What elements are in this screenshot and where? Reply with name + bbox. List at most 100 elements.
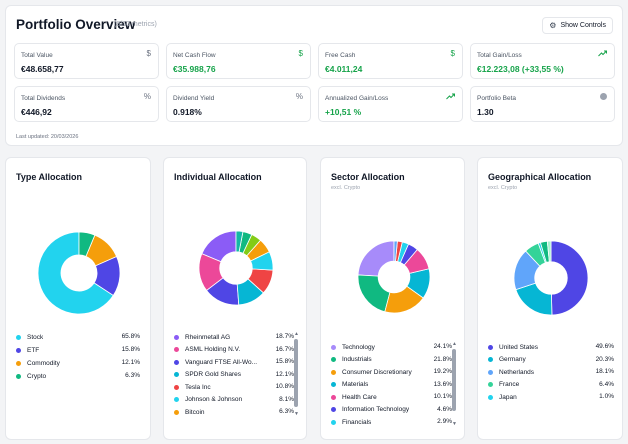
show-controls-button[interactable]: ⚙ Show Controls — [542, 17, 613, 34]
legend-swatch — [331, 382, 336, 387]
legend-item[interactable]: Netherlands 18.1% — [488, 367, 614, 377]
scroll-down-arrow-icon[interactable]: ▼ — [452, 421, 457, 427]
legend-item[interactable]: ETF 15.8% — [16, 345, 140, 355]
legend-item[interactable]: Japan 1.0% — [488, 392, 614, 402]
legend-label: Crypto — [27, 372, 47, 380]
legend-item[interactable]: France 6.4% — [488, 380, 614, 390]
metric-card-total-value: Total Value €48.658,77 $ — [14, 43, 159, 79]
legend-item[interactable]: Germany 20.3% — [488, 355, 614, 365]
legend-item[interactable]: Tesla Inc 10.8% — [174, 382, 294, 392]
dollar-icon: $ — [298, 49, 303, 58]
legend-swatch — [174, 384, 179, 390]
legend-swatch — [331, 369, 336, 375]
card-title: Individual Allocation — [174, 172, 262, 182]
legend-item[interactable]: Crypto 6.3% — [16, 371, 140, 381]
legend-value: 8.1% — [279, 395, 294, 403]
legend-value: 15.8% — [275, 358, 294, 365]
legend-item[interactable]: United States 49.6% — [488, 342, 614, 352]
legend-item[interactable]: Commodity 12.1% — [16, 358, 140, 368]
geographical-allocation-card: Geographical Allocation excl. Crypto Uni… — [477, 157, 623, 440]
legend-value: 10.8% — [275, 383, 294, 390]
legend-scrollbar[interactable]: ▲ ▼ — [294, 331, 299, 418]
sector-allocation-card: Sector Allocation excl. Crypto Technolog… — [320, 157, 465, 440]
legend-item[interactable]: Materials 13.6% — [331, 380, 452, 390]
legend-label: ASML Holding N.V. — [185, 346, 241, 353]
circle-icon — [600, 93, 607, 100]
legend-value: 18.7% — [275, 333, 294, 340]
legend-label: Financials — [342, 418, 372, 426]
legend-value: 1.0% — [599, 393, 614, 400]
donut-slice[interactable] — [357, 274, 391, 313]
donut-slice[interactable] — [550, 240, 589, 316]
legend-swatch — [174, 397, 179, 402]
card-subtitle: excl. Crypto — [488, 185, 518, 191]
type-allocation-donut-chart — [37, 231, 121, 315]
donut-slice[interactable] — [393, 240, 398, 262]
trending-up-icon — [598, 50, 607, 57]
legend-label: Tesla Inc — [185, 383, 211, 391]
legend-swatch — [488, 369, 493, 375]
legend-swatch — [331, 419, 336, 425]
last-updated-text: Last updated: 20/03/2026 — [16, 134, 79, 140]
scroll-up-arrow-icon[interactable]: ▲ — [452, 341, 457, 347]
legend-swatch — [488, 357, 493, 362]
card-title: Type Allocation — [16, 172, 83, 182]
metric-value: €48.658,77 — [21, 64, 64, 74]
metric-label: Dividend Yield — [173, 95, 215, 102]
legend-value: 21.8% — [433, 355, 452, 363]
legend-item[interactable]: Stock 65.8% — [16, 332, 140, 342]
legend-swatch — [174, 347, 179, 352]
legend-label: Health Care — [342, 393, 377, 401]
legend-label: Stock — [27, 333, 44, 341]
legend-label: Industrials — [342, 356, 372, 363]
legend-label: Commodity — [27, 359, 60, 367]
legend-item[interactable]: Johnson & Johnson 8.1% — [174, 395, 294, 405]
legend-item[interactable]: Information Technology 4.6% — [331, 405, 452, 415]
legend-item[interactable]: Vanguard FTSE All-Wo... 15.8% — [174, 357, 294, 367]
legend-item[interactable]: Health Care 10.1% — [331, 392, 452, 402]
legend-item[interactable]: Financials 2.9% — [331, 417, 452, 427]
metric-label: Total Dividends — [21, 95, 66, 102]
legend-item[interactable]: Consumer Discretionary 19.2% — [331, 367, 452, 377]
card-subtitle: excl. Crypto — [331, 185, 361, 191]
type-allocation-card: Type Allocation Stock 65.8% ETF 15.8% Comm… — [5, 157, 151, 440]
legend-label: ETF — [27, 346, 40, 354]
geographical-allocation-donut-chart — [513, 240, 589, 316]
legend-swatch — [331, 407, 336, 412]
scrollbar-thumb[interactable] — [452, 349, 456, 411]
donut-slice[interactable] — [78, 231, 96, 257]
legend-item[interactable]: Industrials 21.8% — [331, 355, 452, 365]
legend-value: 15.8% — [121, 346, 140, 353]
legend-label: Bitcoin — [185, 408, 205, 416]
legend-item[interactable]: ASML Holding N.V. 16.7% — [174, 345, 294, 355]
metric-label: Annualized Gain/Loss — [325, 95, 389, 102]
dollar-icon: $ — [146, 49, 151, 58]
legend-item[interactable]: Technology 24.1% — [331, 342, 452, 352]
scroll-up-arrow-icon[interactable]: ▲ — [294, 331, 299, 337]
legend-scrollbar[interactable]: ▲ ▼ — [452, 341, 457, 428]
legend-value: 6.3% — [125, 372, 140, 379]
legend-value: 13.6% — [433, 380, 452, 388]
individual-allocation-card: Individual Allocation Rheinmetall AG 18.7… — [163, 157, 307, 440]
page-title: Portfolio Overview — [16, 17, 136, 32]
legend-item[interactable]: Bitcoin 6.3% — [174, 407, 294, 417]
card-title: Sector Allocation — [331, 172, 405, 182]
metric-label: Portfolio Beta — [477, 95, 517, 102]
donut-slice[interactable] — [546, 240, 552, 263]
scroll-down-arrow-icon[interactable]: ▼ — [294, 411, 299, 417]
donut-slice[interactable] — [235, 230, 244, 253]
legend-swatch — [16, 373, 21, 379]
donut-slice[interactable] — [37, 231, 114, 315]
sector-allocation-donut-chart — [357, 240, 431, 314]
legend-value: 24.1% — [433, 343, 452, 350]
legend-label: SPDR Gold Shares — [185, 371, 241, 378]
legend-item[interactable]: Rheinmetall AG 18.7% — [174, 332, 294, 342]
legend-value: 65.8% — [121, 333, 140, 340]
card-title: Geographical Allocation — [488, 172, 592, 182]
legend-value: 10.1% — [433, 393, 452, 400]
scrollbar-thumb[interactable] — [294, 339, 298, 407]
donut-slice[interactable] — [357, 240, 395, 277]
metric-card-dividend-yield: Dividend Yield 0.918% % — [166, 86, 311, 122]
legend-item[interactable]: SPDR Gold Shares 12.1% — [174, 370, 294, 380]
legend-swatch — [331, 344, 336, 350]
